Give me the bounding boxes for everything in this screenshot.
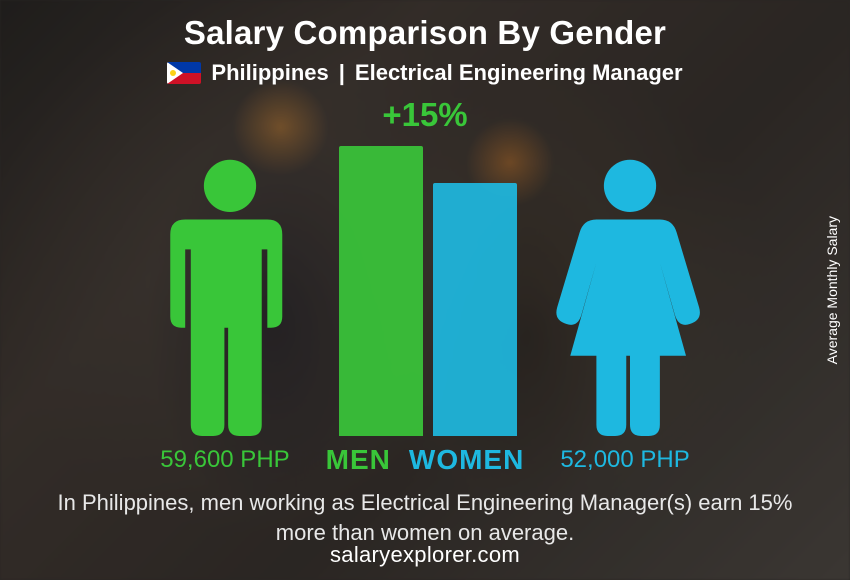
philippines-flag-icon <box>167 62 201 84</box>
y-axis-label: Average Monthly Salary <box>824 216 840 364</box>
summary-text: In Philippines, men working as Electrica… <box>45 488 805 547</box>
men-label: MEN <box>326 444 391 476</box>
men-salary: 59,600 PHP <box>160 446 289 474</box>
page-title: Salary Comparison By Gender <box>184 14 666 52</box>
woman-icon <box>535 156 725 436</box>
bar-men <box>339 146 423 436</box>
job-title-label: Electrical Engineering Manager <box>355 60 683 86</box>
man-icon <box>135 156 325 436</box>
y-axis-label-wrap: Average Monthly Salary <box>820 0 844 580</box>
gender-chart <box>105 136 745 436</box>
difference-badge: +15% <box>382 96 467 134</box>
labels-row: 59,600 PHP MEN WOMEN 52,000 PHP <box>45 444 805 476</box>
subtitle-row: Philippines | Electrical Engineering Man… <box>167 60 682 86</box>
country-label: Philippines <box>211 60 328 86</box>
women-salary: 52,000 PHP <box>560 446 689 474</box>
footer-source: salaryexplorer.com <box>0 542 850 568</box>
infographic-content: Salary Comparison By Gender Philippines … <box>0 0 850 580</box>
women-label: WOMEN <box>409 444 524 476</box>
subtitle-separator: | <box>339 60 345 86</box>
bar-women <box>433 183 517 436</box>
